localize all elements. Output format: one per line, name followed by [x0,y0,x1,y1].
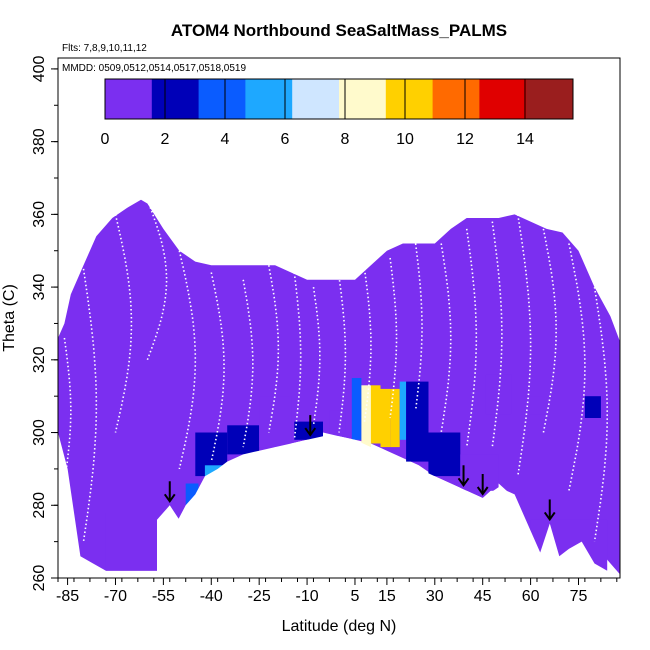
heatmap-cell [399,381,407,440]
profile-trace [389,257,398,419]
x-tick-label: 30 [426,588,444,605]
heatmap-cell [351,378,362,440]
profile-trace [63,337,72,484]
heatmap-cell [380,388,391,448]
y-tick-label: 320 [31,346,48,373]
heatmap-cell [406,381,429,462]
y-tick-label: 260 [31,565,48,592]
x-axis-label: Latitude (deg N) [282,618,397,635]
colorbar-segment [151,79,200,119]
colorbar-tick-label: 0 [101,131,110,148]
profile-trace [312,286,321,426]
profile-trace [178,250,197,470]
colorbar-segment [198,79,246,119]
y-axis: 260 280 300 320 340 360 380 400 [31,55,58,591]
y-tick-label: 380 [31,128,48,155]
arrow-head [457,477,470,487]
arrow-marker [304,415,317,437]
colorbar-segment [432,79,480,119]
plot-area [58,199,620,578]
profile-trace [268,265,280,433]
y-tick-label: 300 [31,419,48,446]
arrow-head [476,486,489,496]
profile-trace [146,199,168,361]
profile-trace [465,228,478,448]
x-tick-label: -70 [104,588,127,605]
x-tick-label: -85 [56,588,79,605]
arrow-head [163,493,176,503]
arrow-marker [457,465,470,487]
colorbar-tick-label: 6 [281,131,290,148]
heatmap-cell [370,385,381,444]
profile-trace [517,214,532,477]
colorbar: 0 2 4 6 8 10 12 14 [101,78,574,148]
heatmap-cell [460,454,499,491]
x-tick-label: 60 [522,588,540,605]
flight-arrows [163,415,556,522]
heatmap-cell [428,432,461,477]
colorbar-tick-label: 4 [221,131,230,148]
heatmap-cell [227,425,260,455]
heatmap-cell [584,396,601,418]
profile-trace [491,221,503,448]
x-tick-label: 15 [378,588,396,605]
colorbar-segment [245,79,293,119]
profile-trace [593,286,608,542]
terrain-mask [157,436,620,578]
heatmap-patches [105,374,608,571]
arrow-head [304,427,317,437]
x-tick-label: -10 [296,588,319,605]
plot-frame [57,57,621,579]
profile-trace [210,272,225,462]
y-tick-label: 400 [31,55,48,82]
colorbar-segment [479,79,527,119]
heatmap-cell [105,512,157,571]
y-tick-label: 340 [31,274,48,301]
profile-trace [363,268,372,422]
heatmap-cell [259,396,292,448]
profile-trace [114,214,133,433]
colorbar-segment [385,79,434,119]
arrow-marker [476,474,489,496]
heatmap-cell [361,385,371,448]
colorbar-segment [292,79,340,119]
arrow-marker [543,499,556,522]
arrow-head [543,511,556,522]
colorbar-segment [339,79,387,119]
heatmap-cell [294,421,323,440]
x-tick-label: -40 [200,588,223,605]
y-tick-label: 360 [31,201,48,228]
heatmap-cell [521,396,547,415]
x-tick-label: -55 [152,588,175,605]
colorbar-tick-label: 2 [161,131,170,148]
x-tick-label: 45 [474,588,492,605]
heatmap-cell [329,410,346,433]
profile-trace [82,268,98,542]
arrow-marker [163,481,176,503]
profile-dot-traces [63,199,608,542]
x-tick-label: 5 [351,588,360,605]
colorbar-segment [526,79,574,119]
colorbar-tick-label: 14 [516,131,534,148]
profile-trace [568,243,586,491]
colorbar-tick-label: 8 [341,131,350,148]
y-tick-label: 280 [31,492,48,519]
mmdd-label: MMDD: 0509,0512,0514,0517,0518,0519 [62,63,246,74]
heatmap-cell [390,388,400,448]
profile-trace [242,279,254,448]
flights-label: Flts: 7,8,9,10,11,12 [62,43,147,54]
colorbar-segment [105,79,153,119]
x-tick-label: 75 [570,588,588,605]
chart-title: ATOM4 Northbound SeaSaltMass_PALMS [171,21,507,40]
y-axis-label: Theta (C) [1,284,18,352]
x-axis: -85 -70 -55 -40 -25 -10 5 15 30 45 60 75 [56,578,618,605]
x-tick-label: -25 [248,588,271,605]
colorbar-tick-label: 12 [456,131,474,148]
profile-trace [293,272,302,440]
colorbar-tick-label: 10 [396,131,414,148]
